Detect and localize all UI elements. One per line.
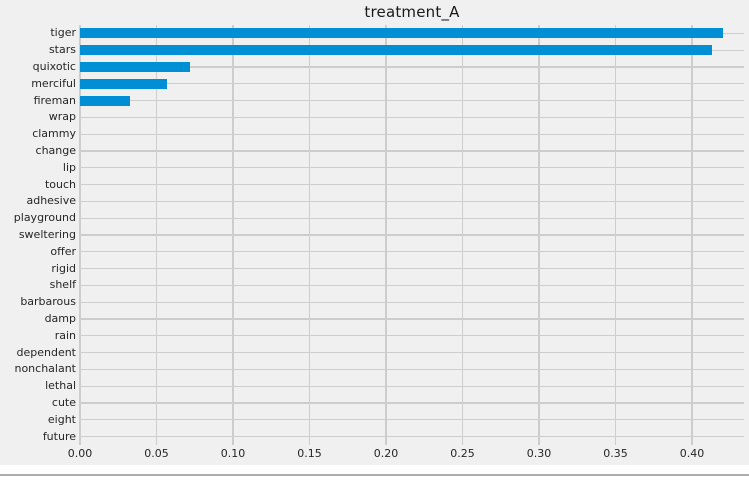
y-tick-label: sweltering <box>18 228 76 241</box>
y-tick-label: wrap <box>48 110 76 124</box>
x-tick-label: 0.20 <box>373 447 399 460</box>
y-gridline <box>80 234 744 236</box>
chart-title: treatment_A <box>364 3 460 21</box>
y-tick-label: adhesive <box>26 194 76 208</box>
bar-fireman <box>80 95 131 106</box>
y-gridline <box>80 251 744 253</box>
y-gridline <box>80 167 744 169</box>
x-tick-label: 0.10 <box>220 447 246 460</box>
y-gridline <box>80 83 744 85</box>
y-tick-label: change <box>35 144 76 157</box>
x-tick-label: 0.40 <box>679 447 705 460</box>
x-tick-label: 0.05 <box>144 447 169 460</box>
y-gridline <box>80 99 744 102</box>
y-gridline <box>80 284 744 287</box>
y-gridline <box>80 66 744 68</box>
chart-figure: treatment_A tiger stars quixotic merciful fi… <box>0 0 749 465</box>
bar-stars <box>80 45 712 56</box>
y-tick-label: dependent <box>16 345 76 359</box>
y-gridline <box>80 402 744 404</box>
y-tick-label: lethal <box>45 379 76 393</box>
bar-quixotic <box>80 62 191 72</box>
y-tick-label: stars <box>48 43 76 57</box>
y-tick-label: tiger <box>50 26 76 40</box>
y-tick-label: touch <box>44 177 76 191</box>
y-tick-label: quixotic <box>32 60 76 73</box>
bar-tiger <box>80 28 723 39</box>
y-gridline <box>80 116 744 119</box>
y-tick-label: rigid <box>51 261 76 275</box>
y-gridline <box>80 267 744 270</box>
y-tick-label: rain <box>54 328 76 342</box>
y-tick-label: cute <box>51 396 76 409</box>
x-tick-label: 0.35 <box>603 447 628 460</box>
y-tick-label: damp <box>44 312 76 325</box>
y-tick-label: shelf <box>49 278 76 292</box>
y-tick-label: fireman <box>33 93 76 107</box>
x-axis: 0.00 0.05 0.10 0.15 0.20 0.25 0.30 0.35 0.40 <box>68 447 744 461</box>
y-tick-label: merciful <box>31 76 76 90</box>
x-tick-label: 0.25 <box>450 447 475 460</box>
x-tick-label: 0.00 <box>67 447 93 460</box>
y-gridline <box>80 183 744 186</box>
footer-divider <box>0 474 749 476</box>
y-gridline <box>80 318 744 320</box>
y-gridline <box>80 133 744 135</box>
y-gridline <box>80 301 744 303</box>
y-gridline <box>80 368 744 371</box>
y-tick-label: offer <box>50 244 76 258</box>
y-tick-label: nonchalant <box>14 362 76 376</box>
y-tick-label: barbarous <box>20 295 76 309</box>
plot-area: tiger stars quixotic merciful fireman wrap cla… <box>14 25 744 445</box>
y-gridline <box>80 419 744 421</box>
y-gridline <box>80 200 744 203</box>
y-gridline <box>80 217 744 219</box>
y-gridline <box>80 351 744 354</box>
y-tick-label: future <box>42 429 76 443</box>
y-tick-label: eight <box>47 412 76 426</box>
bar-merciful <box>80 78 168 89</box>
y-gridline <box>80 150 744 152</box>
y-gridline <box>80 385 744 387</box>
y-tick-label: lip <box>62 160 76 174</box>
y-gridline <box>80 435 744 438</box>
x-tick-label: 0.15 <box>297 447 322 460</box>
y-gridline <box>80 335 744 337</box>
y-tick-label: clammy <box>32 127 76 141</box>
x-tick-label: 0.30 <box>526 447 552 460</box>
y-tick-label: playground <box>13 211 76 225</box>
